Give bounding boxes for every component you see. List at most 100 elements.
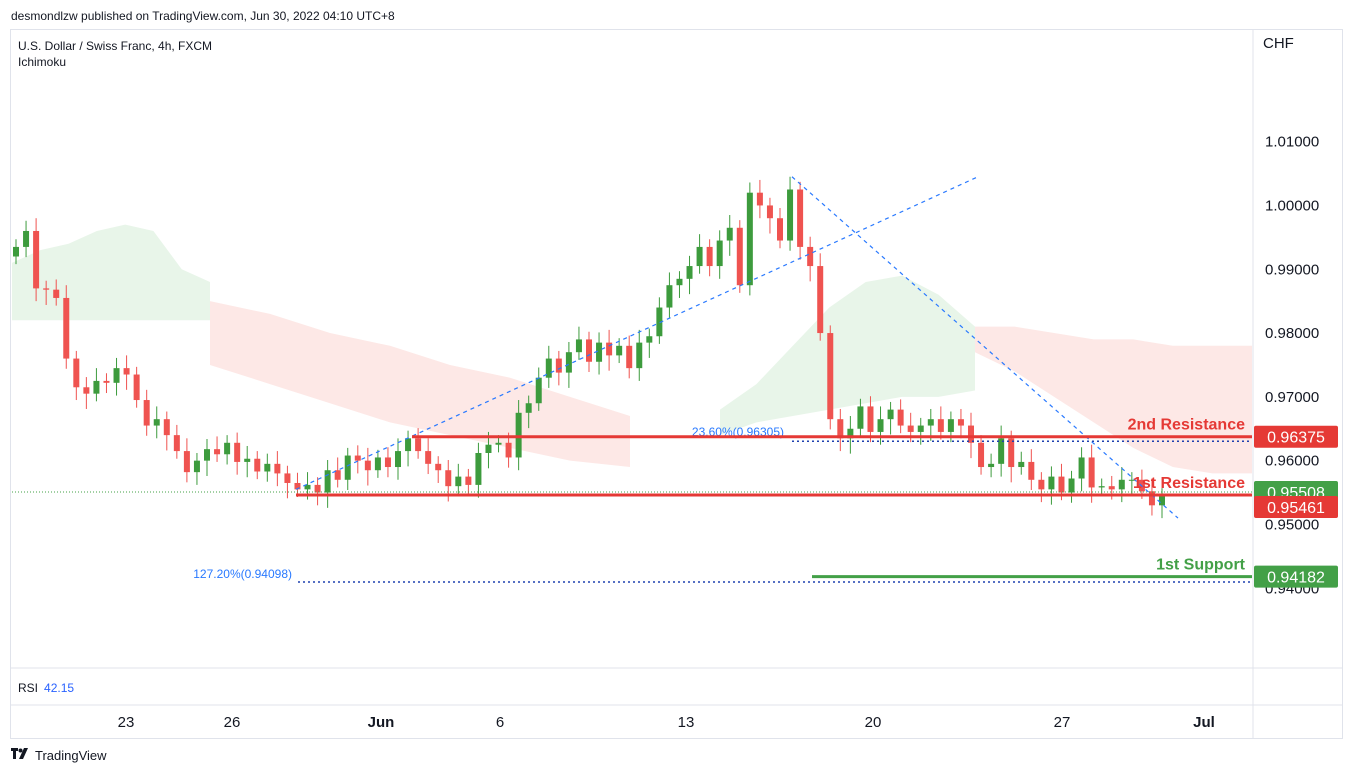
candle-body: [626, 345, 633, 369]
x-tick-label: 23: [118, 714, 135, 731]
candle-body: [153, 419, 160, 426]
candle-body: [787, 189, 794, 241]
candle-body: [837, 419, 844, 439]
candle-body: [53, 289, 60, 298]
candle-body: [23, 230, 30, 247]
candle-body: [1008, 438, 1015, 468]
x-tick-label: 6: [496, 714, 504, 731]
candle-body: [465, 476, 472, 485]
candle-body: [877, 419, 884, 432]
tradingview-logo-icon: [11, 748, 31, 763]
y-tick-label: 0.95000: [1265, 516, 1319, 533]
candle-body: [1038, 479, 1045, 490]
candle-body: [284, 473, 291, 483]
candle-body: [515, 412, 522, 458]
candle-body: [596, 342, 603, 362]
candle-body: [244, 458, 251, 462]
brand-name: TradingView: [35, 748, 107, 763]
candle-body: [575, 339, 582, 353]
y-tick-label: 0.99000: [1265, 261, 1319, 278]
candle-body: [1058, 476, 1065, 493]
currency-label: CHF: [1263, 35, 1294, 52]
candle-body: [43, 288, 50, 290]
candle-body: [706, 246, 713, 267]
candle-body: [113, 368, 120, 383]
candle-body: [857, 406, 864, 429]
candle-body: [897, 409, 904, 426]
candle-body: [415, 438, 422, 452]
candle-body: [183, 451, 190, 473]
candle-body: [525, 403, 532, 413]
fib-127-label: 127.20%(0.94098): [193, 567, 292, 581]
x-tick-label: Jul: [1193, 714, 1215, 731]
cloud-bull-late: [720, 275, 975, 436]
candles: [13, 176, 1165, 519]
candle-body: [33, 230, 40, 289]
candle-body: [777, 218, 783, 241]
candle-body: [294, 482, 301, 490]
candle-body: [716, 240, 723, 267]
rising-trendline: [295, 176, 979, 490]
candle-body: [163, 419, 170, 436]
level-name: 1st Support: [1156, 557, 1246, 574]
candle-body: [73, 358, 80, 388]
candle-body: [93, 380, 100, 394]
candle-body: [324, 470, 331, 493]
candle-body: [143, 400, 150, 426]
symbol-line[interactable]: U.S. Dollar / Swiss Franc, 4h, FXCM: [18, 39, 213, 53]
resistance-2-tag-label: 0.96375: [1267, 430, 1325, 447]
candle-body: [485, 444, 492, 453]
candle-body: [1088, 457, 1095, 488]
candle-body: [374, 457, 381, 471]
candle-body: [364, 460, 371, 471]
candle-body: [907, 425, 914, 432]
candle-body: [988, 463, 995, 468]
candle-body: [797, 189, 804, 247]
y-tick-label: 0.98000: [1265, 325, 1319, 342]
candle-body: [224, 442, 231, 455]
y-tick-label: 1.01000: [1265, 134, 1319, 151]
candle-body: [1148, 491, 1155, 506]
ichimoku-cloud: [12, 224, 1252, 474]
candle-body: [395, 451, 401, 468]
candle-body: [565, 352, 572, 373]
candle-body: [555, 358, 562, 373]
level-name: 2nd Resistance: [1128, 417, 1245, 434]
candle-body: [1128, 479, 1135, 481]
candle-body: [1028, 461, 1035, 480]
candle-body: [736, 227, 743, 286]
candle-body: [847, 428, 854, 439]
candle-body: [384, 457, 391, 468]
candle-body: [274, 463, 281, 474]
level-name: 1st Resistance: [1133, 475, 1245, 492]
indicator-name[interactable]: Ichimoku: [18, 55, 67, 69]
candle-body: [676, 278, 683, 286]
rsi-label[interactable]: RSI 42.15: [18, 681, 74, 695]
candle-body: [646, 336, 653, 343]
candle-body: [103, 380, 110, 383]
falling-trendline: [791, 176, 1179, 519]
chart-legend: U.S. Dollar / Swiss Franc, 4h, FXCM Ichi…: [18, 38, 212, 70]
candle-body: [495, 442, 502, 445]
candle-body: [917, 425, 924, 432]
candle-body: [445, 470, 452, 487]
candle-body: [957, 419, 964, 426]
candle-body: [435, 463, 442, 471]
candle-body: [1108, 486, 1115, 490]
candle-body: [766, 205, 773, 219]
cloud-bull-early: [12, 224, 210, 321]
publisher-line: desmondlzw published on TradingView.com,…: [11, 9, 395, 23]
x-tick-label: 13: [678, 714, 695, 731]
resistance-2-tag: [1254, 425, 1338, 448]
candle-body: [1159, 495, 1165, 506]
candle-body: [193, 460, 200, 473]
candle-body: [13, 246, 19, 257]
tradingview-brand[interactable]: TradingView: [11, 748, 107, 763]
chart-frame: [10, 29, 1343, 739]
candle-body: [425, 451, 432, 464]
candle-body: [998, 438, 1005, 464]
y-tick-label: 0.97000: [1265, 389, 1319, 406]
candle-body: [927, 419, 934, 426]
candle-body: [254, 458, 261, 472]
